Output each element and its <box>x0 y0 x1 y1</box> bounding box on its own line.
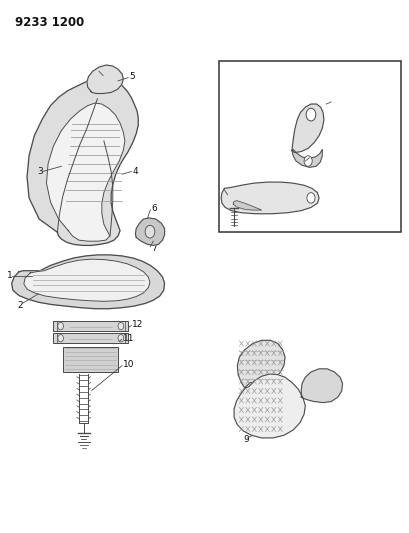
Text: 5: 5 <box>129 72 135 81</box>
Bar <box>63 346 118 372</box>
Polygon shape <box>11 255 164 309</box>
Polygon shape <box>301 369 342 402</box>
Text: 7: 7 <box>151 244 157 253</box>
Text: 6: 6 <box>151 204 157 213</box>
Circle shape <box>306 108 315 121</box>
Polygon shape <box>291 149 321 167</box>
Polygon shape <box>46 103 125 241</box>
Circle shape <box>118 322 124 330</box>
Polygon shape <box>234 374 305 438</box>
Text: 13: 13 <box>227 225 238 234</box>
Text: 9233 1200: 9233 1200 <box>15 16 84 29</box>
Polygon shape <box>87 65 123 93</box>
Circle shape <box>118 335 124 342</box>
Circle shape <box>145 225 155 238</box>
Text: 12: 12 <box>132 320 143 329</box>
Polygon shape <box>291 104 323 152</box>
Text: 14: 14 <box>297 158 309 167</box>
Text: 11: 11 <box>122 334 134 343</box>
Polygon shape <box>135 218 164 245</box>
Circle shape <box>303 156 311 166</box>
Text: 3: 3 <box>37 167 43 176</box>
Text: 6: 6 <box>98 66 103 75</box>
Circle shape <box>58 335 63 342</box>
Text: 2: 2 <box>17 301 23 310</box>
Polygon shape <box>220 182 318 214</box>
Polygon shape <box>24 259 150 301</box>
Circle shape <box>58 322 63 330</box>
Text: 7: 7 <box>331 98 337 107</box>
Polygon shape <box>237 341 284 388</box>
Bar <box>219 61 400 232</box>
Circle shape <box>306 192 314 203</box>
Bar <box>53 334 128 343</box>
Text: 9: 9 <box>243 435 249 444</box>
Text: 4: 4 <box>132 167 137 176</box>
Polygon shape <box>233 200 261 210</box>
Text: 8: 8 <box>220 184 226 193</box>
Polygon shape <box>27 77 138 245</box>
Text: 10: 10 <box>123 360 134 369</box>
Text: 1: 1 <box>7 271 13 280</box>
Bar <box>53 321 128 331</box>
